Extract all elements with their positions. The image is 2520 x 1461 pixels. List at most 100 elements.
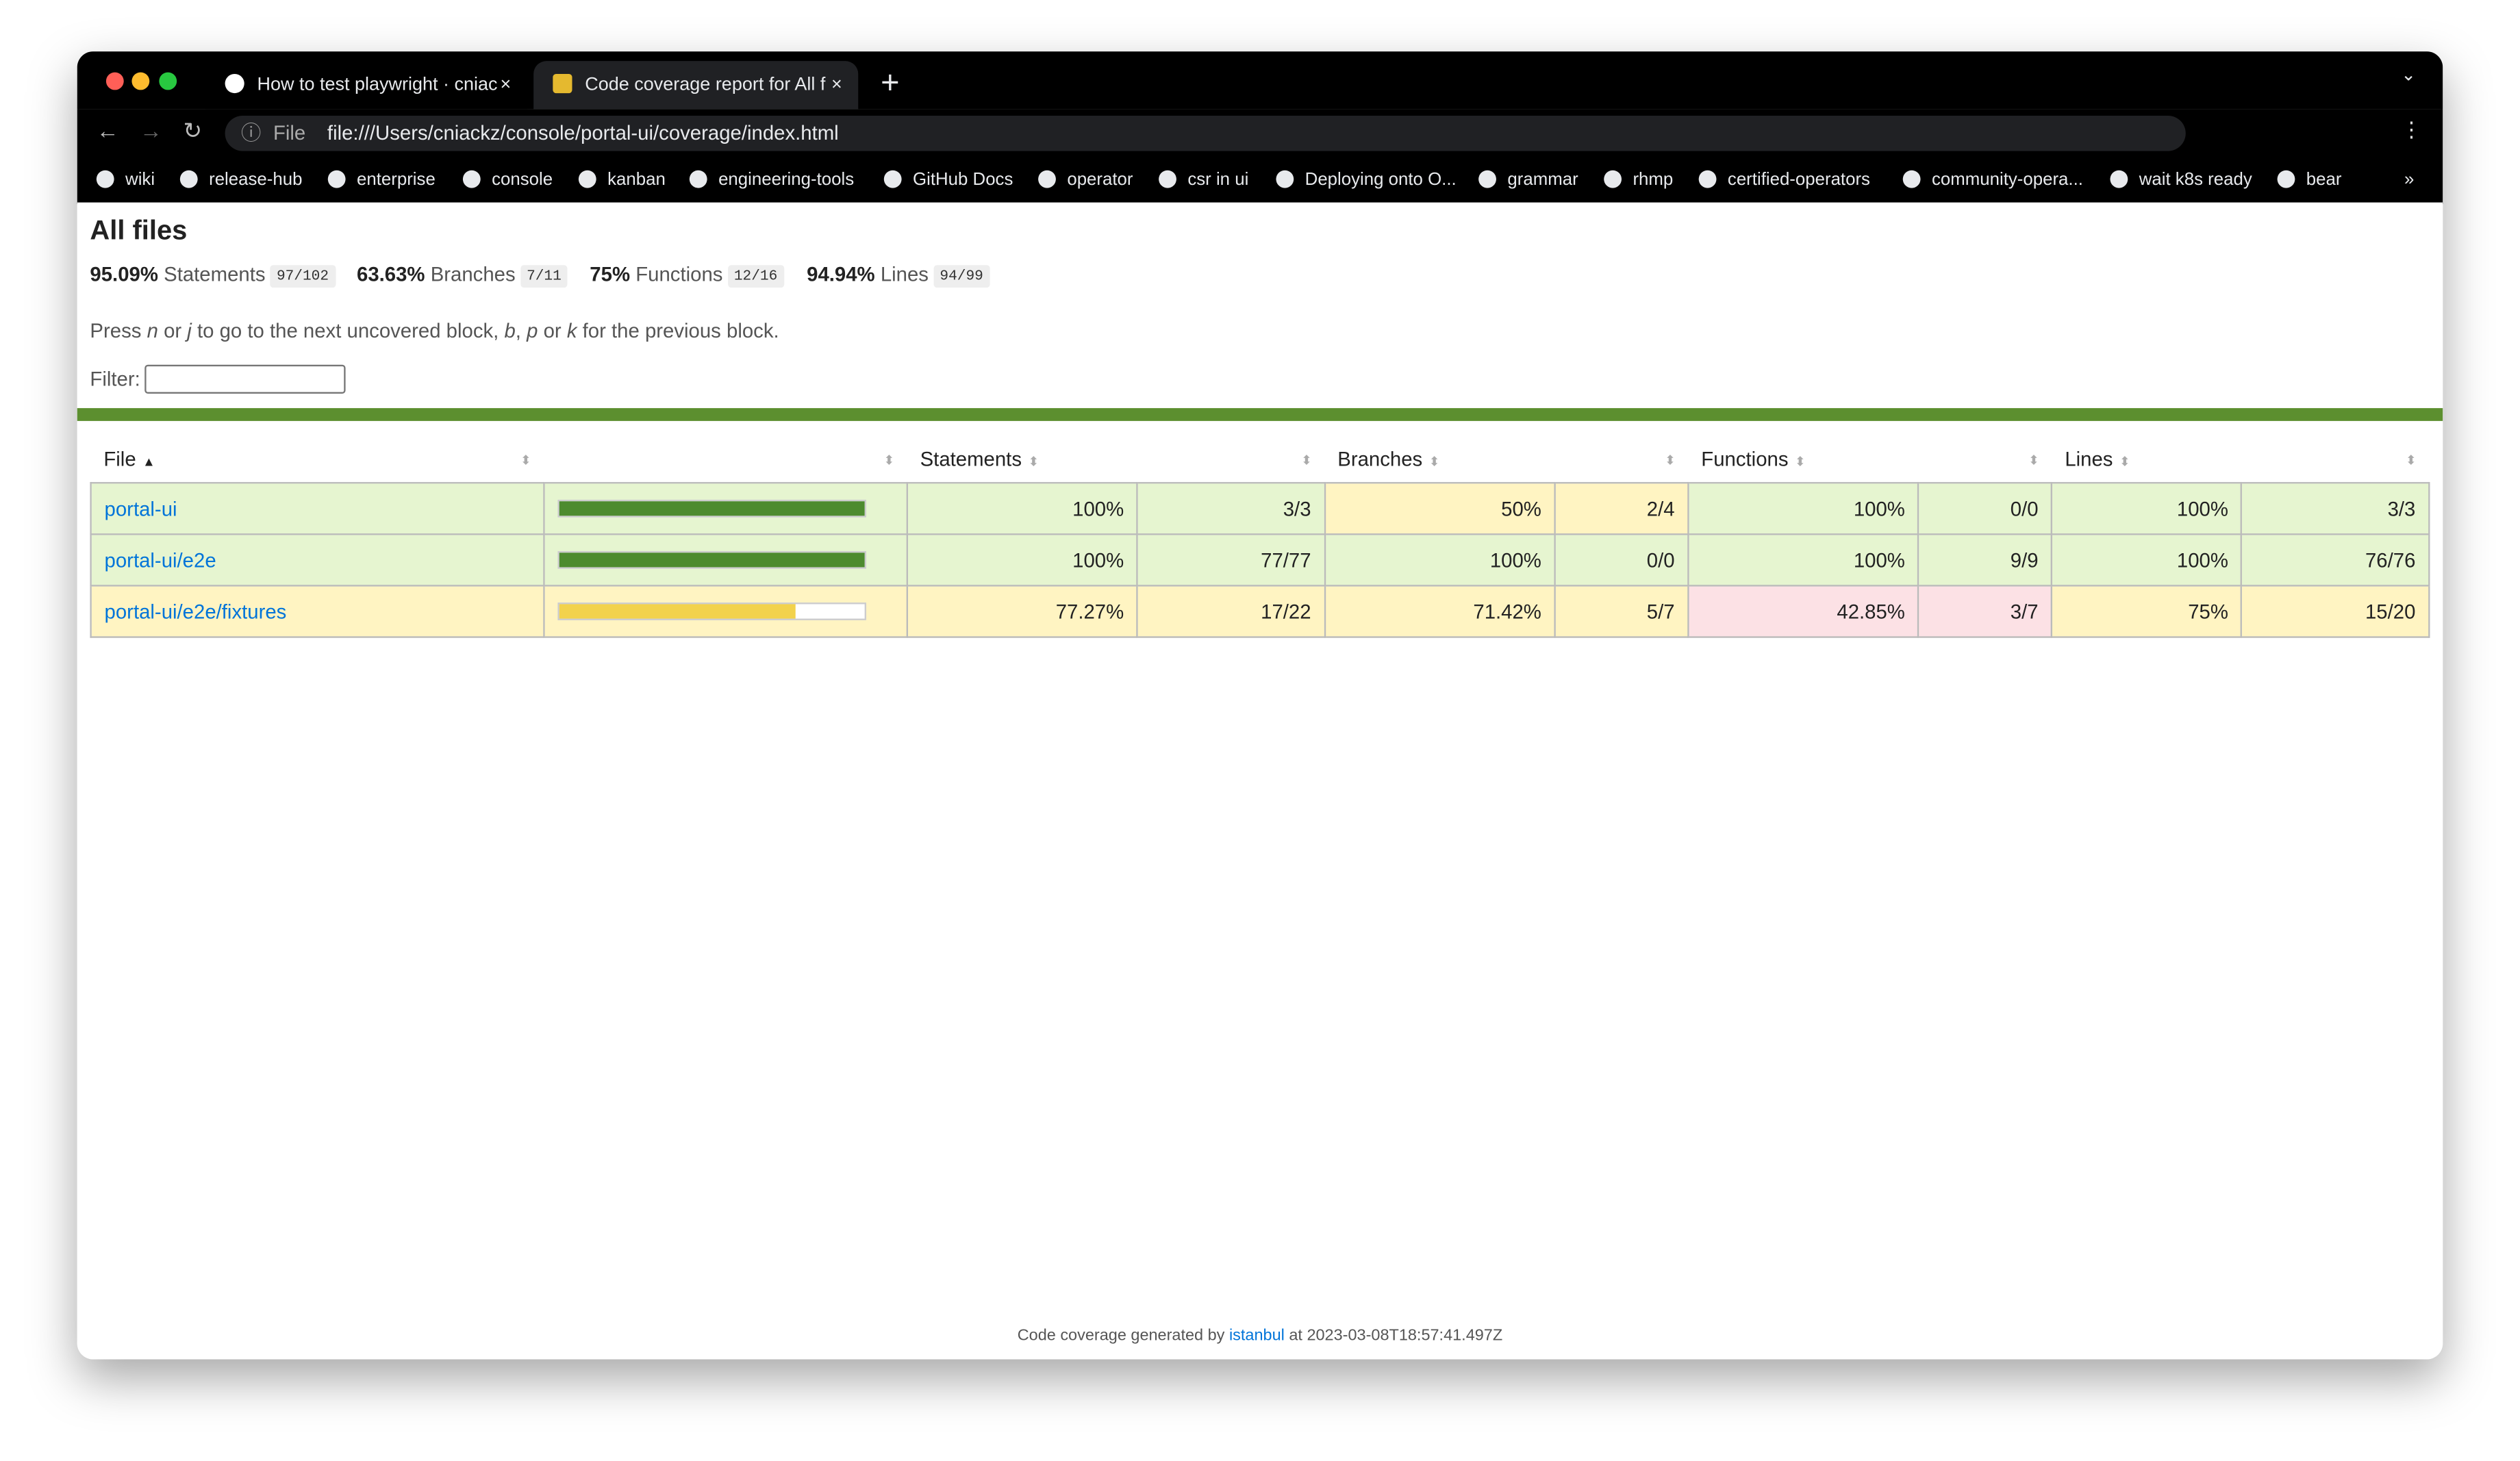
column-header[interactable]: Lines ⬍ ⬍: [2052, 437, 2430, 483]
column-label: File: [103, 448, 136, 471]
filter-input[interactable]: [144, 364, 346, 394]
summary-name: Statements: [164, 263, 266, 286]
bookmark-icon: [462, 170, 481, 188]
sort-icon: ⬍: [520, 453, 531, 468]
bookmark[interactable]: certified-operators: [1698, 157, 1870, 203]
help-text-part: for the previous block.: [577, 320, 779, 342]
bookmark-icon: [689, 170, 707, 188]
bookmark[interactable]: operator: [1038, 157, 1133, 203]
column-header[interactable]: Functions ⬍ ⬍: [1689, 437, 2052, 483]
summary-name: Branches: [430, 263, 516, 286]
close-button[interactable]: [105, 72, 124, 90]
file-link[interactable]: portal-ui/e2e/fixtures: [104, 600, 287, 623]
sort-icon: ⬍: [2028, 453, 2039, 468]
reload-button[interactable]: ↻: [183, 117, 203, 143]
key: k: [566, 320, 577, 342]
summary-pct: 63.63%: [357, 263, 425, 286]
bookmark-icon: [1038, 170, 1056, 188]
forward-button[interactable]: →: [140, 117, 163, 143]
tab-search[interactable]: ⌄: [2401, 66, 2416, 86]
address-bar[interactable]: ⓘ File file:///Users/cniackz/console/por…: [225, 115, 2186, 151]
tab-strip: + ⌄ How to test playwright · cniack × Code…: [77, 51, 2443, 110]
count-cell: 15/20: [2241, 585, 2430, 638]
bookmark-label: console: [492, 170, 553, 190]
bookmark-icon: [883, 170, 902, 188]
summary-pct: 75%: [590, 263, 631, 286]
bar-cell: [543, 585, 908, 638]
table-row: portal-ui/e2e/fixtures 77.27% 17/22 71.42% 5…: [90, 585, 2430, 638]
tab-close[interactable]: ×: [831, 75, 842, 95]
back-button[interactable]: ←: [96, 117, 119, 143]
bookmark-icon: [1159, 170, 1176, 188]
bookmark-label: grammar: [1507, 170, 1578, 190]
summary-fraction: 94/99: [933, 265, 990, 288]
footer-text: at 2023-03-08T18:57:41.497Z: [1284, 1327, 1503, 1345]
bookmark[interactable]: GitHub Docs: [883, 157, 1013, 203]
bookmarks-bar: wiki release-hub enterprise console kanban en…: [77, 157, 2443, 205]
bookmark[interactable]: community-opera...: [1902, 157, 2083, 203]
footer-text: Code coverage generated by: [1017, 1327, 1229, 1345]
help-text-part: Press: [90, 320, 147, 342]
file-link[interactable]: portal-ui: [104, 497, 177, 520]
table-row: portal-ui/e2e 100% 77/77 100% 0/0 100% 9/9 100%…: [90, 533, 2430, 587]
bookmark[interactable]: rhmp: [1604, 157, 1673, 203]
bookmark-icon: [2277, 170, 2295, 188]
file-cell: portal-ui/e2e: [90, 533, 545, 587]
bookmark[interactable]: csr in ui: [1159, 157, 1248, 203]
bookmark-label: Deploying onto O...: [1305, 170, 1457, 190]
bookmark-label: certified-operators: [1727, 170, 1870, 190]
more-bookmarks[interactable]: »: [2404, 170, 2415, 190]
zoom-button[interactable]: [159, 72, 177, 90]
pct-cell: 100%: [2051, 482, 2243, 535]
bookmark[interactable]: bear: [2277, 157, 2342, 203]
menu-button[interactable]: ⋮: [2401, 117, 2422, 142]
url-chip: File: [273, 122, 306, 145]
sort-icon: ⬍: [883, 453, 895, 468]
bookmark[interactable]: wiki: [96, 157, 155, 203]
sort-icon: ⬍: [1794, 455, 1806, 470]
pct-cell: 77.27%: [906, 585, 1139, 638]
bookmark[interactable]: enterprise: [327, 157, 436, 203]
summary-item: 95.09% Statements 97/102: [90, 263, 336, 288]
column-header[interactable]: File ▲ ⬍: [91, 437, 544, 483]
pct-cell: 100%: [1687, 533, 1920, 587]
bookmark[interactable]: wait k8s ready: [2110, 157, 2252, 203]
tab[interactable]: How to test playwright · cniack ×: [205, 61, 527, 110]
summary-item: 94.94% Lines 94/99: [807, 264, 990, 288]
browser-window: + ⌄ How to test playwright · cniack × Code…: [77, 51, 2443, 1360]
new-tab-button[interactable]: +: [881, 66, 900, 101]
key: j: [187, 320, 192, 342]
bookmark[interactable]: release-hub: [179, 157, 302, 203]
count-cell: 17/22: [1136, 585, 1326, 638]
summary-item: 63.63% Branches 7/11: [357, 264, 568, 288]
column-header[interactable]: Branches ⬍ ⬍: [1325, 437, 1689, 483]
summary-fraction: 12/16: [727, 265, 784, 288]
bookmark-label: community-opera...: [1931, 170, 2083, 190]
bookmark-icon: [578, 170, 596, 188]
bookmark[interactable]: kanban: [578, 157, 666, 203]
coverage-bar: [557, 550, 866, 569]
sort-icon: ⬍: [1300, 453, 1312, 468]
filter-label: Filter:: [90, 368, 140, 391]
tab[interactable]: Code coverage report for All fil ×: [533, 61, 859, 110]
file-cell: portal-ui/e2e/fixtures: [90, 585, 545, 638]
file-link[interactable]: portal-ui/e2e: [104, 548, 216, 572]
count-cell: 0/0: [1554, 533, 1689, 587]
bookmark[interactable]: console: [462, 157, 553, 203]
column-label: Lines: [2065, 448, 2113, 471]
summary-item: 75% Functions 12/16: [590, 263, 784, 288]
istanbul-link[interactable]: istanbul: [1228, 1327, 1285, 1345]
bookmark[interactable]: grammar: [1478, 157, 1578, 203]
table-row: portal-ui 100% 3/3 50% 2/4 100% 0/0 100% 3/3: [90, 482, 2430, 535]
bookmark[interactable]: Deploying onto O...: [1276, 157, 1457, 203]
tab-title: How to test playwright · cniack: [257, 75, 499, 95]
report: All files Press n or j to go to the next…: [77, 202, 2443, 1360]
key: b: [504, 320, 516, 342]
column-header[interactable]: Statements ⬍ ⬍: [907, 437, 1325, 483]
bookmark[interactable]: engineering-tools: [689, 157, 854, 203]
minimize-button[interactable]: [131, 72, 150, 90]
bookmark-icon: [1478, 170, 1496, 188]
tab-close[interactable]: ×: [500, 75, 512, 95]
pct-cell: 71.42%: [1324, 585, 1557, 638]
